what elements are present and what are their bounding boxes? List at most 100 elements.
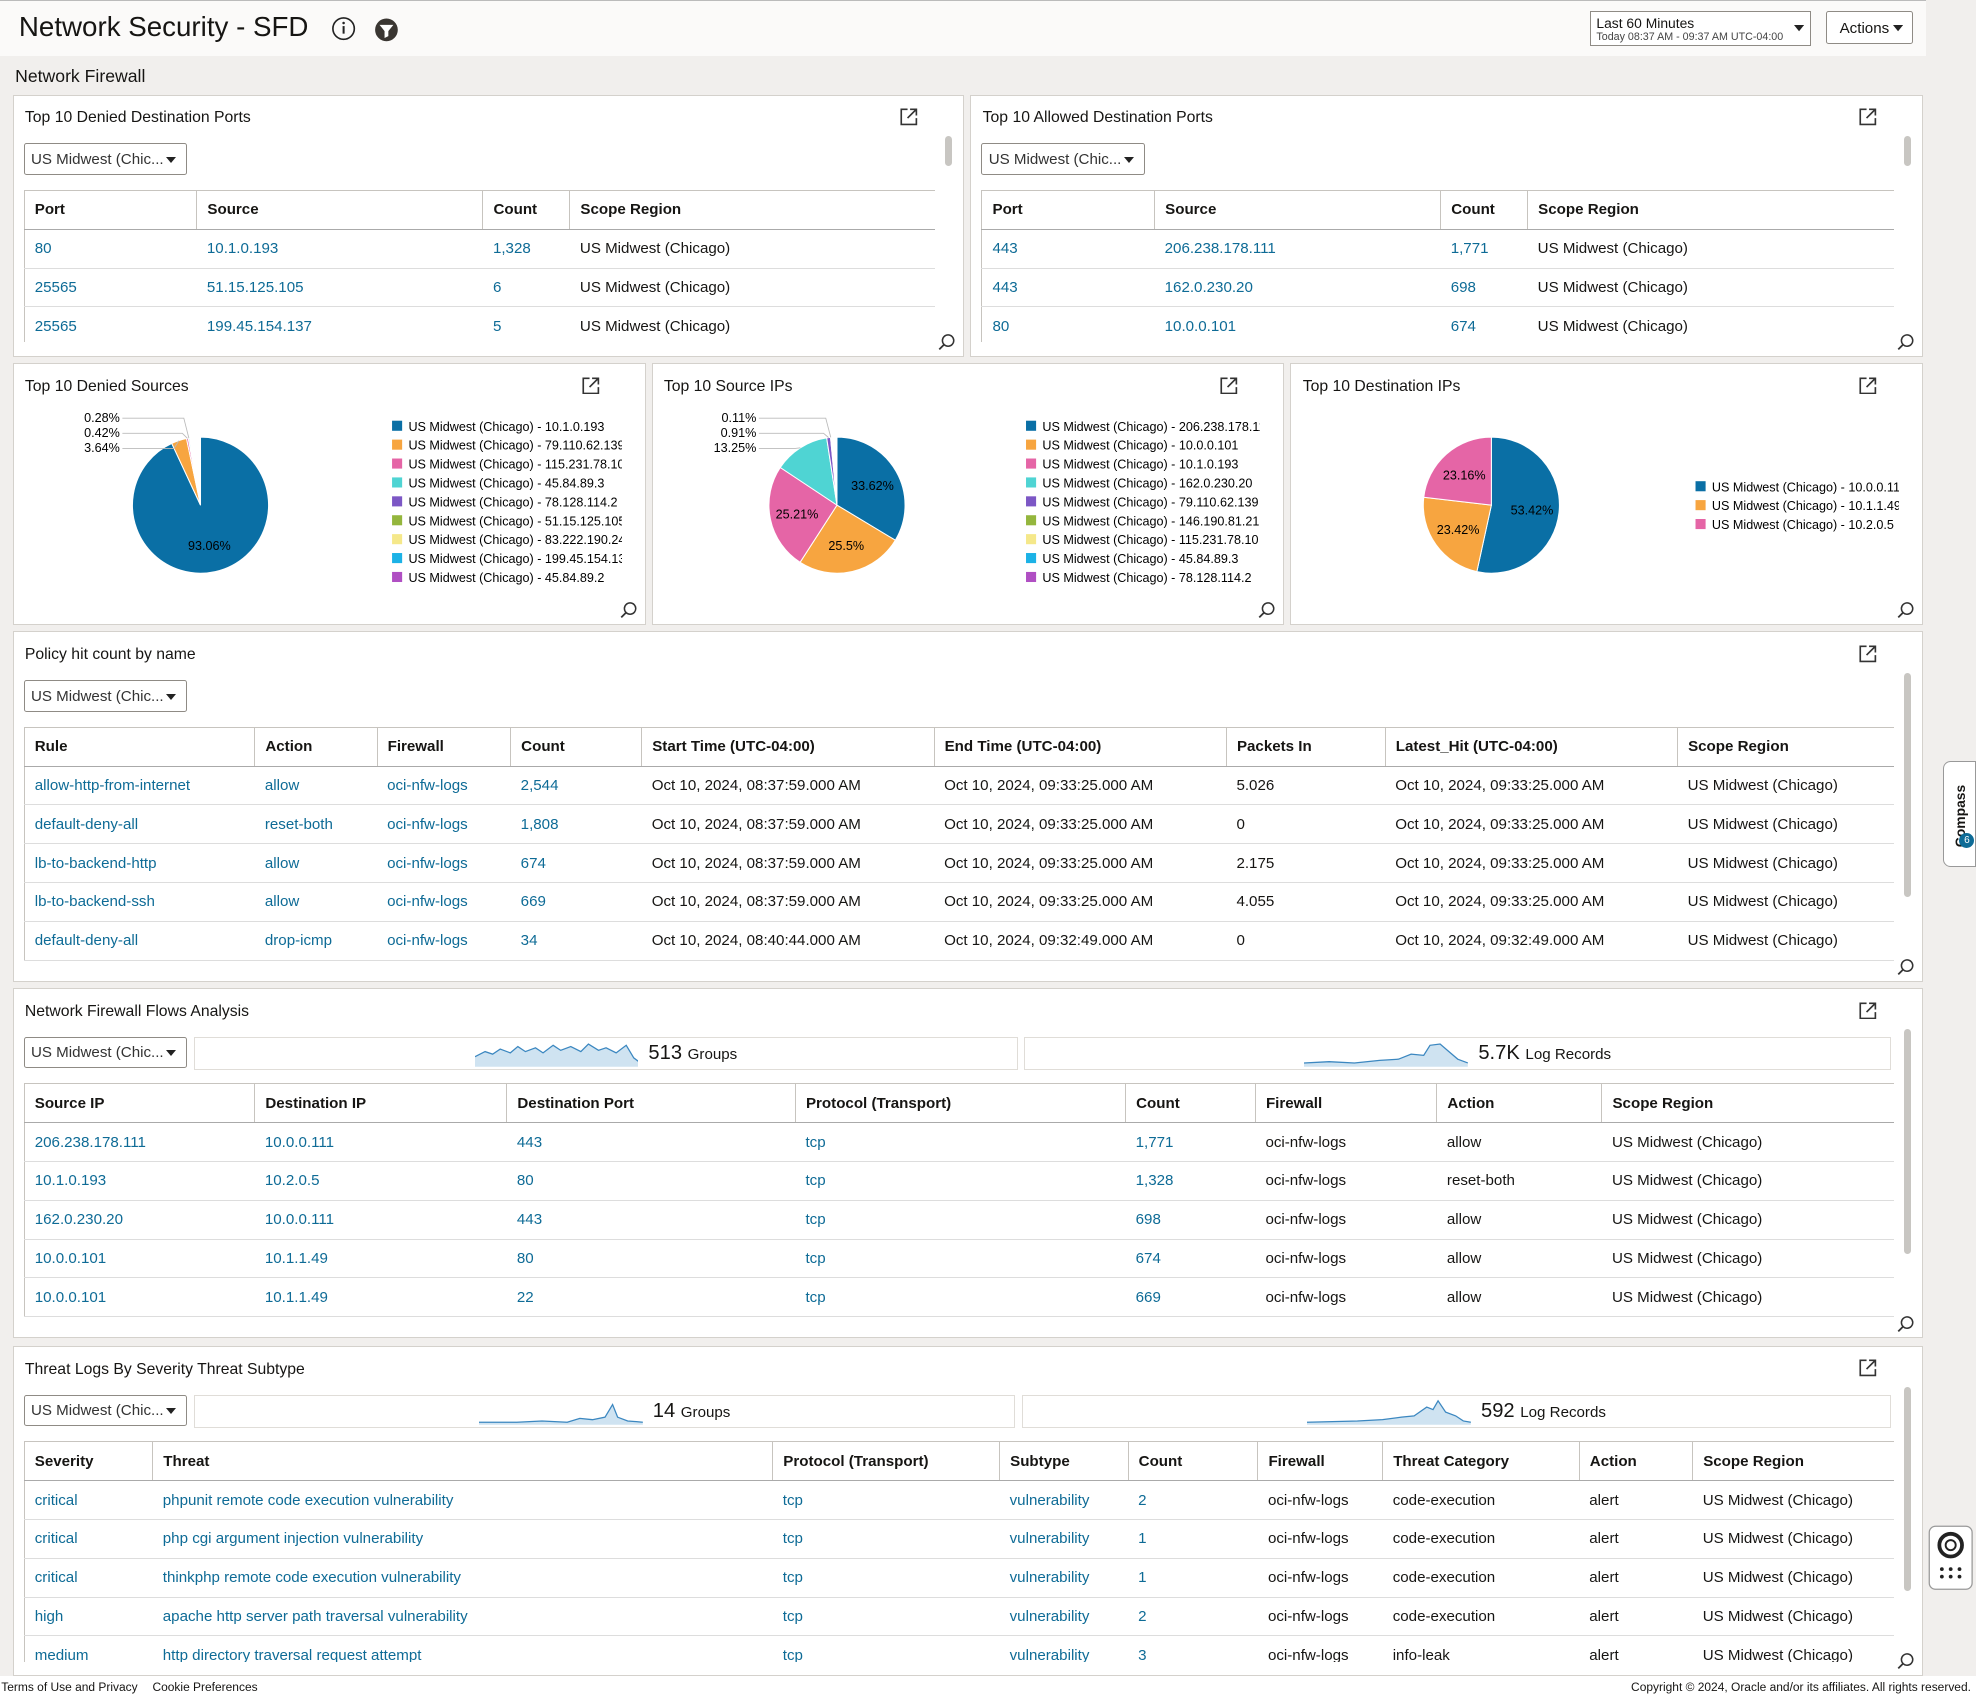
cell-link[interactable]: oci-nfw-logs <box>377 804 511 845</box>
cell-link[interactable]: tcp <box>795 1200 1126 1240</box>
cell-link[interactable]: 206.238.178.111 <box>23 1122 255 1163</box>
cell-link[interactable]: 443 <box>506 1200 796 1240</box>
cell-link[interactable]: tcp <box>772 1635 1000 1662</box>
popout-icon[interactable] <box>1859 645 1877 663</box>
cell-link[interactable]: 1,328 <box>482 229 570 269</box>
cell-link[interactable]: 10.1.1.49 <box>254 1239 507 1279</box>
cell-link[interactable]: critical <box>23 1480 153 1520</box>
cell-link[interactable]: 51.15.125.105 <box>196 268 483 308</box>
cell-link[interactable]: 162.0.230.20 <box>1154 268 1441 308</box>
cell-link[interactable]: 10.2.0.5 <box>254 1161 507 1201</box>
cell-link[interactable]: vulnerability <box>999 1558 1129 1598</box>
cell-link[interactable]: 10.0.0.101 <box>1154 306 1441 343</box>
region-filter[interactable]: US Midwest (Chic... <box>981 143 1146 175</box>
cell-link[interactable]: 10.0.0.101 <box>23 1239 255 1279</box>
cell-link[interactable]: 25565 <box>23 306 197 343</box>
cell-link[interactable]: 80 <box>506 1239 796 1279</box>
cell-link[interactable]: 674 <box>510 843 642 884</box>
cell-link[interactable]: 10.0.0.101 <box>23 1277 255 1318</box>
cell-link[interactable]: 2,544 <box>510 766 642 806</box>
cell-link[interactable]: 443 <box>506 1122 796 1163</box>
cell-link[interactable]: tcp <box>795 1277 1126 1318</box>
cell-link[interactable]: 2 <box>1128 1480 1258 1520</box>
time-range-picker[interactable]: Last 60 Minutes Today 08:37 AM - 09:37 A… <box>1590 11 1811 47</box>
cell-link[interactable]: 674 <box>1125 1239 1256 1279</box>
cell-link[interactable]: allow <box>254 843 378 884</box>
popout-icon[interactable] <box>582 376 600 395</box>
cell-link[interactable]: 1 <box>1128 1558 1258 1598</box>
cell-link[interactable]: 1,771 <box>1440 229 1528 269</box>
cell-link[interactable]: tcp <box>772 1558 1000 1598</box>
cell-link[interactable]: 10.0.0.111 <box>254 1200 507 1240</box>
cell-link[interactable]: 1 <box>1128 1519 1258 1559</box>
cell-link[interactable]: tcp <box>772 1519 1000 1559</box>
cell-link[interactable]: 443 <box>981 229 1155 269</box>
popout-icon[interactable] <box>1220 376 1238 395</box>
cell-link[interactable]: 10.1.0.193 <box>196 229 483 269</box>
cell-link[interactable]: default-deny-all <box>23 804 255 845</box>
cell-link[interactable]: oci-nfw-logs <box>377 921 511 961</box>
popout-icon[interactable] <box>1859 376 1877 395</box>
region-filter[interactable]: US Midwest (Chic... <box>23 143 188 175</box>
cell-link[interactable]: oci-nfw-logs <box>377 882 511 922</box>
cell-link[interactable]: tcp <box>772 1480 1000 1520</box>
cell-link[interactable]: tcp <box>795 1161 1126 1201</box>
cell-link[interactable]: allow <box>254 882 378 922</box>
terms-link[interactable]: Terms of Use and Privacy <box>1 1679 138 1694</box>
cookie-link[interactable]: Cookie Preferences <box>152 1679 258 1694</box>
cell-link[interactable]: vulnerability <box>999 1519 1129 1559</box>
cell-link[interactable]: 669 <box>1125 1277 1256 1318</box>
cell-link[interactable]: allow-http-from-internet <box>23 766 255 806</box>
cell-link[interactable]: high <box>23 1597 153 1637</box>
cell-link[interactable]: thinkphp remote code execution vulnerabi… <box>152 1558 773 1598</box>
cell-link[interactable]: phpunit remote code execution vulnerabil… <box>152 1480 773 1520</box>
region-filter[interactable]: US Midwest (Chic... <box>23 1036 188 1069</box>
cell-link[interactable]: vulnerability <box>999 1635 1129 1662</box>
cell-link[interactable]: 80 <box>981 306 1155 343</box>
cell-link[interactable]: tcp <box>795 1239 1126 1279</box>
cell-link[interactable]: 25565 <box>23 268 197 308</box>
popout-icon[interactable] <box>1859 108 1877 126</box>
cell-link[interactable]: 10.0.0.111 <box>254 1122 507 1163</box>
cell-link[interactable]: 1,771 <box>1125 1122 1256 1163</box>
popout-icon[interactable] <box>1859 1002 1877 1020</box>
cell-link[interactable]: 80 <box>506 1161 796 1201</box>
help-widget[interactable] <box>1928 1525 1973 1591</box>
cell-link[interactable]: 199.45.154.137 <box>196 306 483 343</box>
cell-link[interactable]: critical <box>23 1558 153 1598</box>
popout-icon[interactable] <box>900 108 918 126</box>
cell-link[interactable]: 162.0.230.20 <box>23 1200 255 1240</box>
cell-link[interactable]: 443 <box>981 268 1155 308</box>
cell-link[interactable]: drop-icmp <box>254 921 378 961</box>
cell-link[interactable]: 669 <box>510 882 642 922</box>
cell-link[interactable]: tcp <box>772 1597 1000 1637</box>
cell-link[interactable]: 34 <box>510 921 642 961</box>
cell-link[interactable]: 3 <box>1128 1635 1258 1662</box>
cell-link[interactable]: allow <box>254 766 378 806</box>
cell-link[interactable]: 1,328 <box>1125 1161 1256 1201</box>
cell-link[interactable]: vulnerability <box>999 1597 1129 1637</box>
cell-link[interactable]: 6 <box>482 268 570 308</box>
cell-link[interactable]: tcp <box>795 1122 1126 1163</box>
region-filter[interactable]: US Midwest (Chic... <box>23 680 188 712</box>
cell-link[interactable]: default-deny-all <box>23 921 255 961</box>
region-filter[interactable]: US Midwest (Chic... <box>23 1394 188 1427</box>
cell-link[interactable]: 1,808 <box>510 804 642 845</box>
cell-link[interactable]: 698 <box>1125 1200 1256 1240</box>
compass-tab[interactable]: Compass 6 <box>1943 761 1976 867</box>
cell-link[interactable]: 22 <box>506 1277 796 1318</box>
cell-link[interactable]: reset-both <box>254 804 378 845</box>
cell-link[interactable]: 674 <box>1440 306 1528 343</box>
cell-link[interactable]: lb-to-backend-ssh <box>23 882 255 922</box>
cell-link[interactable]: lb-to-backend-http <box>23 843 255 884</box>
popout-icon[interactable] <box>1859 1359 1877 1377</box>
header-icons[interactable] <box>331 16 402 44</box>
cell-link[interactable]: critical <box>23 1519 153 1559</box>
cell-link[interactable]: apache http server path traversal vulner… <box>152 1597 773 1637</box>
cell-link[interactable]: http directory traversal request attempt <box>152 1635 773 1662</box>
cell-link[interactable]: php cgi argument injection vulnerability <box>152 1519 773 1559</box>
cell-link[interactable]: oci-nfw-logs <box>377 766 511 806</box>
cell-link[interactable]: medium <box>23 1635 153 1662</box>
cell-link[interactable]: 10.1.1.49 <box>254 1277 507 1318</box>
cell-link[interactable]: 5 <box>482 306 570 343</box>
